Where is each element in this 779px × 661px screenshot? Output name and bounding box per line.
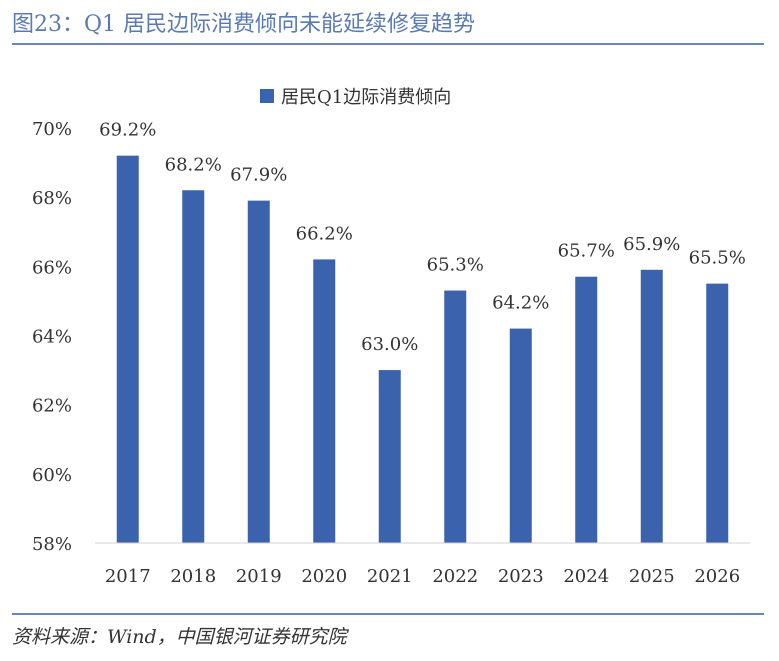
data-label-2022: 65.3% <box>427 255 484 276</box>
bar-2018 <box>182 190 205 543</box>
x-tick-label: 2024 <box>563 566 609 587</box>
data-label-2019: 67.9% <box>230 165 287 186</box>
x-tick-label: 2022 <box>432 566 478 587</box>
legend-label: 居民Q1边际消费倾向 <box>281 87 451 108</box>
bar-2024 <box>575 276 598 543</box>
bar-2021 <box>378 370 401 543</box>
data-label-2023: 64.2% <box>492 293 549 314</box>
bars <box>116 155 729 543</box>
data-label-2021: 63.0% <box>361 334 418 355</box>
bar-2022 <box>444 290 467 543</box>
y-tick-label: 60% <box>32 465 72 486</box>
footer-divider <box>12 613 764 615</box>
data-label-2017: 69.2% <box>99 120 156 141</box>
y-axis: 58% 60% 62% 64% 66% 68% 70% <box>32 119 72 555</box>
data-label-2026: 65.5% <box>689 248 746 269</box>
bar-2020 <box>313 259 336 543</box>
bar-2026 <box>706 283 729 543</box>
y-tick-label: 62% <box>32 396 72 417</box>
x-tick-label: 2019 <box>236 566 282 587</box>
data-label-2025: 65.9% <box>623 234 680 255</box>
source-note: 资料来源：Wind，中国银河证券研究院 <box>12 626 347 648</box>
bar-2017 <box>116 155 139 543</box>
y-tick-label: 58% <box>32 534 72 555</box>
title-divider <box>12 43 764 45</box>
legend: 居民Q1边际消费倾向 <box>260 87 451 108</box>
y-tick-label: 70% <box>32 119 72 140</box>
bar-2019 <box>247 200 270 543</box>
y-tick-label: 66% <box>32 257 72 278</box>
x-axis: 2017 2018 2019 2020 2021 2022 2023 2024 2025 2026 <box>95 542 750 587</box>
data-labels: 69.2% 68.2% 67.9% 66.2% 63.0% 65.3% 64.2% 65.7%… <box>99 120 746 355</box>
data-label-2024: 65.7% <box>558 241 615 262</box>
data-label-2020: 66.2% <box>296 223 353 244</box>
x-tick-label: 2020 <box>301 566 347 587</box>
data-label-2018: 68.2% <box>165 154 222 175</box>
bar-2025 <box>640 269 663 543</box>
legend-swatch <box>260 89 274 103</box>
bar-chart: 居民Q1边际消费倾向 58% 60% 62% 64% 66% 68% 70% 69.2% 68… <box>32 87 750 587</box>
y-tick-label: 64% <box>32 327 72 348</box>
chart-title: 图23：Q1 居民边际消费倾向未能延续修复趋势 <box>12 12 476 37</box>
x-tick-label: 2017 <box>105 566 151 587</box>
x-tick-label: 2018 <box>170 566 216 587</box>
x-tick-label: 2021 <box>367 566 413 587</box>
x-tick-label: 2023 <box>498 566 544 587</box>
y-tick-label: 68% <box>32 188 72 209</box>
bar-2023 <box>509 328 532 543</box>
x-tick-label: 2025 <box>629 566 675 587</box>
x-tick-label: 2026 <box>694 566 740 587</box>
